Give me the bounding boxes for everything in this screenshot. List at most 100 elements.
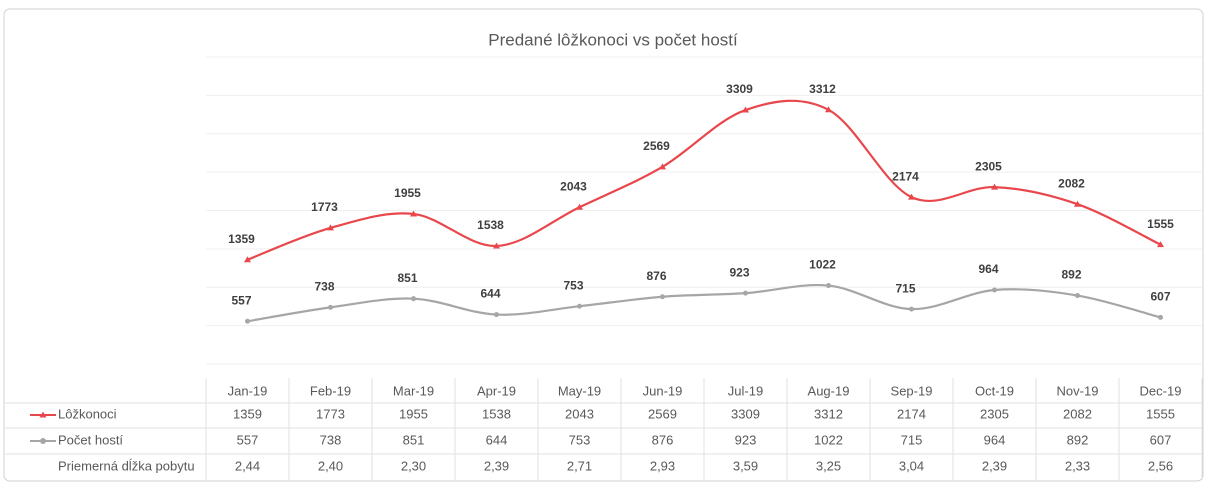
point (327, 224, 334, 231)
point (576, 203, 583, 210)
point (1158, 314, 1163, 320)
table-cell: 2,71 (567, 458, 592, 473)
point (328, 304, 333, 310)
table-cell: 2,39 (484, 458, 509, 473)
data-label: 2174 (892, 169, 919, 183)
data-label: 1022 (809, 258, 836, 272)
table-cell: 923 (735, 432, 757, 447)
table-cell: 1555 (1146, 406, 1175, 421)
series-line (247, 99, 1161, 261)
point (410, 210, 417, 217)
point (826, 283, 831, 289)
table-cell: 1022 (814, 432, 843, 447)
point (1074, 200, 1081, 207)
point (991, 183, 998, 190)
row-header: Priemerná dĺžka pobytu (58, 458, 195, 473)
x-tick-label: Jul-19 (728, 383, 763, 398)
table-cell: 892 (1067, 432, 1089, 447)
table-cell: 1773 (316, 406, 345, 421)
legend-label: Počet hostí (58, 432, 123, 447)
table-cell: 2569 (648, 406, 677, 421)
table-cell: 3,04 (899, 458, 924, 473)
x-tick-label: Jun-19 (643, 383, 683, 398)
point (411, 296, 416, 302)
data-label: 715 (895, 281, 915, 295)
table-cell: 753 (569, 432, 591, 447)
table-cell: 2,33 (1065, 458, 1090, 473)
table-cell: 607 (1150, 432, 1172, 447)
point (908, 193, 915, 200)
data-label: 3309 (726, 82, 753, 96)
x-tick-label: Apr-19 (477, 383, 516, 398)
table-cell: 2082 (1063, 406, 1092, 421)
chart-title: Predané lôžkonoci vs počet hostí (488, 30, 738, 49)
table-cell: 715 (901, 432, 923, 447)
point (743, 290, 748, 296)
table-cell: 3312 (814, 406, 843, 421)
point (659, 163, 666, 170)
x-tick-label: Aug-19 (808, 383, 850, 398)
series-line (247, 283, 1161, 323)
data-label: 1773 (311, 200, 338, 214)
legend-marker (40, 438, 46, 444)
point (909, 306, 914, 312)
data-label: 738 (314, 280, 334, 294)
table-cell: 1359 (233, 406, 262, 421)
table-cell: 2,56 (1148, 458, 1173, 473)
table-cell: 2,39 (982, 458, 1007, 473)
data-label: 644 (480, 287, 500, 301)
x-tick-label: May-19 (558, 383, 601, 398)
data-label: 2043 (560, 179, 587, 193)
data-label: 1555 (1147, 217, 1174, 231)
table-cell: 964 (984, 432, 1006, 447)
x-tick-label: Oct-19 (975, 383, 1014, 398)
point (494, 312, 499, 318)
x-tick-label: Nov-19 (1057, 383, 1099, 398)
table-cell: 2043 (565, 406, 594, 421)
point (577, 303, 582, 309)
data-label: 964 (978, 262, 998, 276)
data-label: 2082 (1058, 176, 1085, 190)
table-cell: 1955 (399, 406, 428, 421)
point (660, 294, 665, 300)
table-cell: 2174 (897, 406, 926, 421)
table-cell: 738 (320, 432, 342, 447)
data-label: 753 (563, 278, 583, 292)
legend-marker (39, 411, 47, 418)
table-cell: 1538 (482, 406, 511, 421)
point (1157, 241, 1164, 248)
table-cell: 3,25 (816, 458, 841, 473)
table-cell: 3309 (731, 406, 760, 421)
x-tick-label: Mar-19 (393, 383, 434, 398)
data-label: 2569 (643, 139, 670, 153)
point (245, 318, 250, 324)
x-tick-label: Jan-19 (228, 383, 268, 398)
point (742, 106, 749, 113)
table-cell: 851 (403, 432, 425, 447)
legend-label: Lôžkonoci (58, 406, 117, 421)
data-label: 2305 (975, 159, 1002, 173)
table-cell: 644 (486, 432, 508, 447)
data-label: 876 (646, 269, 666, 283)
table-cell: 557 (237, 432, 259, 447)
x-tick-label: Feb-19 (310, 383, 351, 398)
data-label: 557 (231, 293, 251, 307)
data-label: 3312 (809, 82, 836, 96)
chart-border (3, 8, 1204, 482)
data-label: 607 (1150, 290, 1170, 304)
point (992, 287, 997, 293)
x-tick-label: Dec-19 (1140, 383, 1182, 398)
data-label: 1955 (394, 186, 421, 200)
table-cell: 2,44 (235, 458, 260, 473)
point (1075, 293, 1080, 299)
data-label: 1538 (477, 218, 504, 232)
point (825, 106, 832, 113)
point (493, 242, 500, 249)
data-label: 851 (397, 271, 417, 285)
table-cell: 2305 (980, 406, 1009, 421)
table-cell: 876 (652, 432, 674, 447)
table-cell: 2,93 (650, 458, 675, 473)
data-label: 923 (729, 265, 749, 279)
table-cell: 2,40 (318, 458, 343, 473)
